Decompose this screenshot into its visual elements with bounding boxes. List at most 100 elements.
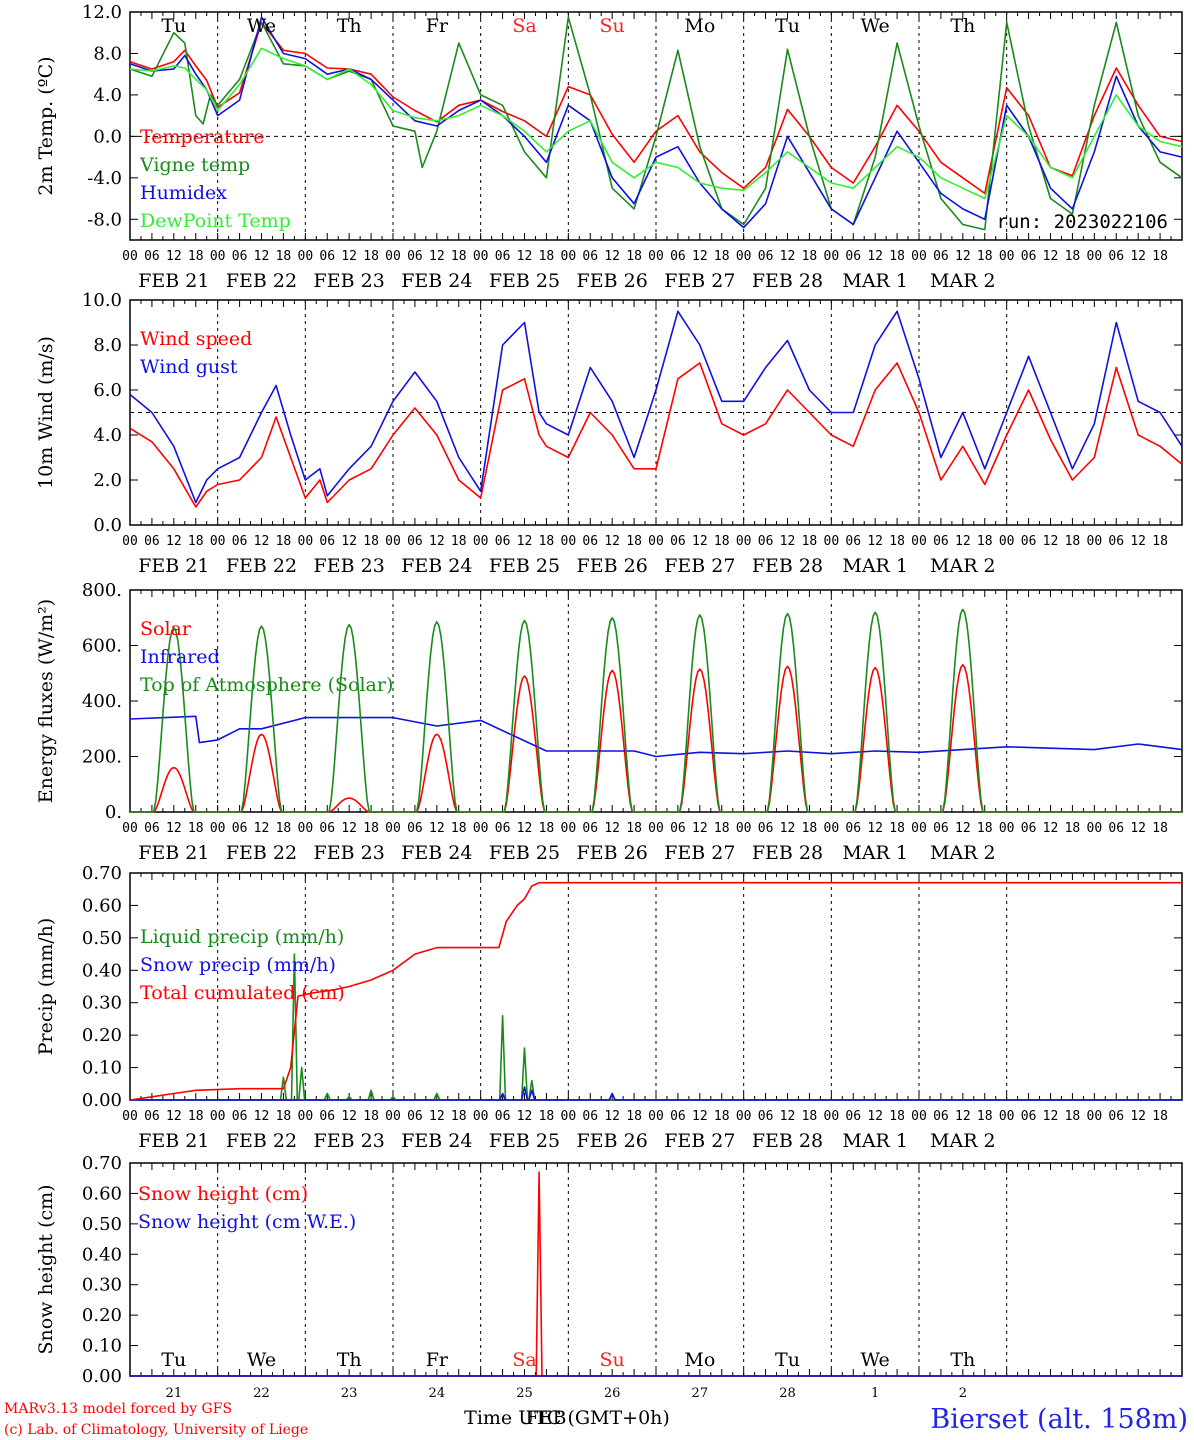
hour-label: 12 [254, 1109, 270, 1124]
hour-label: 18 [977, 249, 993, 264]
date-label: FEB 23 [314, 555, 385, 577]
date-label: FEB 25 [489, 842, 560, 864]
time-axis-overlap: FEB [525, 1407, 566, 1429]
day-number: 1 [871, 1386, 879, 1401]
date-label: FEB 25 [489, 555, 560, 577]
hour-label: 06 [407, 534, 423, 549]
hour-label: 06 [845, 249, 861, 264]
hour-label: 00 [385, 1109, 401, 1124]
hour-label: 00 [122, 534, 138, 549]
y-tick-label: 10.0 [82, 290, 122, 311]
y-tick-label: 0.0 [93, 515, 122, 536]
hour-label: 00 [298, 249, 314, 264]
y-tick-label: 0.00 [82, 1366, 122, 1387]
hour-label: 00 [911, 249, 927, 264]
y-tick-label: 0.30 [82, 993, 122, 1014]
series-liquid-precip-mm-h [130, 953, 1182, 1101]
legend-entry: Temperature [140, 126, 264, 148]
hour-label: 12 [692, 534, 708, 549]
hour-label: 06 [670, 249, 686, 264]
hour-label: 12 [692, 821, 708, 836]
hour-label: 06 [232, 821, 248, 836]
hour-label: 12 [254, 821, 270, 836]
series-temperature [129, 21, 1183, 195]
hour-label: 12 [1043, 1109, 1059, 1124]
hour-label: 06 [933, 1109, 949, 1124]
hour-label: 12 [955, 249, 971, 264]
hour-label: 00 [648, 1109, 664, 1124]
y-tick-label: 0.00 [82, 1090, 122, 1111]
hour-label: 18 [451, 1109, 467, 1124]
hour-label: 00 [473, 249, 489, 264]
date-label: FEB 24 [401, 842, 472, 864]
hour-label: 06 [758, 1109, 774, 1124]
panel-frame [129, 589, 1183, 813]
day-name: Th [950, 15, 975, 37]
hour-label: 18 [1065, 534, 1081, 549]
hour-label: 00 [122, 821, 138, 836]
hour-label: 00 [911, 1109, 927, 1124]
date-label: FEB 26 [577, 270, 648, 292]
hour-label: 06 [1021, 821, 1037, 836]
day-name: Mo [684, 15, 715, 37]
hour-label: 00 [1087, 821, 1103, 836]
hour-label: 18 [1152, 249, 1168, 264]
hour-label: 18 [451, 821, 467, 836]
y-tick-label: 4.0 [93, 85, 122, 106]
hour-label: 18 [626, 821, 642, 836]
hour-label: 18 [1152, 821, 1168, 836]
hour-label: 12 [867, 821, 883, 836]
day-name: Sa [512, 1349, 536, 1371]
hour-label: 18 [451, 249, 467, 264]
hour-label: 12 [780, 821, 796, 836]
hour-label: 00 [210, 821, 226, 836]
date-label: MAR 1 [842, 270, 908, 292]
y-tick-label: 0. [105, 802, 122, 823]
date-label: FEB 21 [138, 842, 209, 864]
hour-label: 18 [977, 1109, 993, 1124]
y-tick-label: 0.10 [82, 1336, 122, 1357]
hour-label: 00 [561, 534, 577, 549]
hour-label: 06 [144, 1109, 160, 1124]
legend-entry: Wind gust [140, 356, 238, 378]
hour-label: 12 [341, 534, 357, 549]
hour-label: 18 [889, 249, 905, 264]
run-label: run: 2023022106 [996, 211, 1168, 233]
hour-label: 06 [758, 821, 774, 836]
y-tick-label: 0.40 [82, 1244, 122, 1265]
series-dewpoint-temp [129, 47, 1183, 200]
hour-label: 12 [604, 821, 620, 836]
date-label: FEB 22 [226, 270, 297, 292]
hour-label: 00 [210, 249, 226, 264]
hour-label: 06 [144, 821, 160, 836]
hour-label: 06 [933, 534, 949, 549]
date-label: FEB 27 [664, 842, 735, 864]
hour-label: 00 [999, 534, 1015, 549]
hour-label: 12 [517, 1109, 533, 1124]
y-tick-label: 0.60 [82, 895, 122, 916]
hour-label: 06 [933, 249, 949, 264]
y-tick-label: 2.0 [93, 470, 122, 491]
day-name: Th [337, 1349, 362, 1371]
day-name: Su [600, 15, 625, 37]
hour-label: 18 [1065, 249, 1081, 264]
y-tick-label: 0.20 [82, 1025, 122, 1046]
hour-label: 06 [407, 249, 423, 264]
series-wind-speed [129, 362, 1183, 508]
y-tick-label: 400. [82, 691, 122, 712]
date-label: MAR 2 [930, 1130, 996, 1152]
hour-label: 12 [955, 821, 971, 836]
date-label: FEB 25 [489, 1130, 560, 1152]
hour-label: 06 [319, 534, 335, 549]
hour-label: 00 [561, 1109, 577, 1124]
hour-label: 12 [166, 249, 182, 264]
hour-label: 06 [495, 534, 511, 549]
hour-label: 18 [539, 534, 555, 549]
hour-label: 18 [1152, 1109, 1168, 1124]
hour-label: 12 [867, 249, 883, 264]
hour-label: 12 [254, 534, 270, 549]
series-total-cumulated-cm [129, 881, 1182, 1101]
hour-label: 06 [582, 1109, 598, 1124]
hour-label: 12 [1130, 534, 1146, 549]
